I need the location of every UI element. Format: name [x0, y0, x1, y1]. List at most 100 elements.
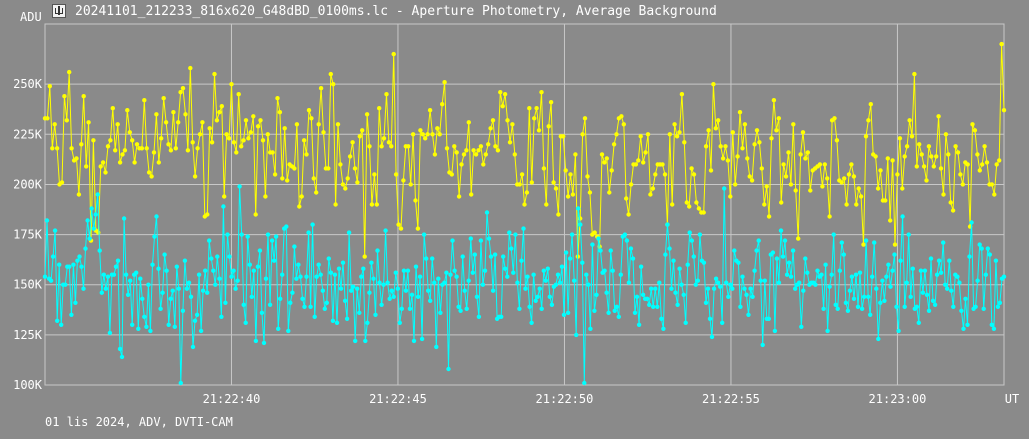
data-point [633, 162, 639, 167]
data-point [265, 132, 270, 137]
data-point [460, 254, 465, 259]
data-point [304, 152, 309, 157]
data-point [574, 332, 579, 338]
data-point [369, 202, 375, 207]
data-point [677, 266, 682, 271]
data-point [205, 290, 210, 295]
data-point [395, 286, 400, 291]
data-point [553, 186, 559, 191]
data-point [839, 240, 844, 245]
data-point [96, 230, 101, 235]
data-point [555, 272, 561, 277]
data-point [895, 172, 900, 177]
data-point [452, 144, 457, 149]
data-point [857, 270, 863, 275]
data-point [950, 208, 956, 213]
data-point [288, 300, 293, 305]
data-point [142, 314, 147, 319]
data-point [391, 294, 396, 299]
data-point [771, 98, 777, 103]
lightcurve-app-icon[interactable] [52, 4, 66, 18]
data-point [861, 242, 866, 247]
data-point [174, 264, 179, 269]
data-point [667, 132, 672, 137]
data-point [953, 144, 958, 149]
data-point [62, 94, 67, 99]
data-point [636, 158, 641, 163]
data-point [876, 336, 881, 342]
data-point [328, 270, 334, 275]
data-point [180, 86, 186, 91]
data-point [180, 308, 186, 313]
data-point [902, 154, 907, 159]
data-point [265, 232, 271, 237]
data-point [941, 192, 946, 197]
data-point [334, 320, 340, 325]
data-point [95, 192, 100, 197]
data-point [834, 138, 840, 143]
data-point [134, 270, 139, 275]
data-point [64, 118, 70, 123]
chart-series [42, 41, 1007, 386]
data-point [624, 238, 630, 243]
data-point [586, 282, 591, 287]
data-point [261, 340, 267, 346]
data-point [711, 82, 716, 87]
data-point [548, 100, 554, 105]
data-point [474, 294, 480, 299]
data-point [209, 140, 215, 145]
data-point [209, 256, 214, 261]
data-point [780, 254, 786, 259]
data-point [513, 232, 518, 237]
data-point [478, 238, 484, 243]
data-point [194, 312, 200, 317]
data-point [868, 102, 873, 107]
data-point [158, 306, 163, 311]
data-point [641, 160, 646, 165]
data-point [922, 268, 928, 273]
data-point [432, 152, 438, 157]
data-point [121, 216, 127, 221]
data-point [420, 132, 425, 137]
data-point [405, 268, 411, 273]
data-point [290, 290, 295, 295]
data-point [904, 144, 910, 149]
data-point [931, 164, 936, 169]
data-point [936, 258, 942, 263]
data-point [294, 276, 299, 281]
data-point [825, 176, 830, 181]
data-point [673, 290, 678, 295]
data-point [172, 324, 177, 329]
data-point [47, 84, 52, 89]
data-point [980, 162, 985, 167]
data-point [255, 124, 261, 129]
data-point [757, 140, 762, 145]
data-point [982, 144, 987, 149]
data-point [347, 154, 353, 159]
data-point [456, 194, 462, 199]
data-point [103, 170, 108, 175]
data-point [203, 268, 208, 273]
data-point [401, 178, 406, 183]
data-point [311, 176, 316, 181]
data-point [883, 198, 888, 203]
data-point [878, 300, 883, 305]
data-point [472, 252, 477, 257]
data-point [140, 296, 145, 301]
data-point [168, 148, 174, 153]
data-point [703, 144, 709, 149]
data-point [146, 170, 152, 175]
data-point [444, 270, 449, 275]
data-point [821, 306, 826, 311]
data-point [159, 136, 164, 141]
data-point [805, 150, 810, 155]
data-point [628, 246, 634, 251]
data-point [886, 262, 891, 267]
data-point [677, 130, 682, 135]
y-tick-label: 250K [13, 77, 43, 91]
data-point [426, 288, 431, 293]
data-point [984, 160, 990, 165]
data-point [239, 144, 244, 149]
data-point [270, 150, 275, 155]
data-point [553, 282, 559, 287]
